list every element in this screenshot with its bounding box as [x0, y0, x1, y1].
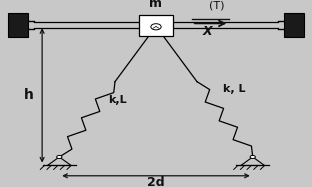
Text: k, L: k, L [223, 84, 245, 94]
Circle shape [151, 24, 161, 30]
Text: (T): (T) [209, 0, 225, 10]
Text: X: X [203, 25, 212, 38]
Circle shape [250, 155, 255, 159]
Bar [139, 15, 173, 36]
Text: 2d: 2d [147, 176, 165, 187]
Text: m: m [149, 0, 163, 10]
Text: h: h [24, 88, 34, 102]
Circle shape [57, 155, 62, 159]
Bar [284, 13, 304, 37]
Bar [8, 13, 28, 37]
Text: k,L: k,L [109, 95, 127, 105]
